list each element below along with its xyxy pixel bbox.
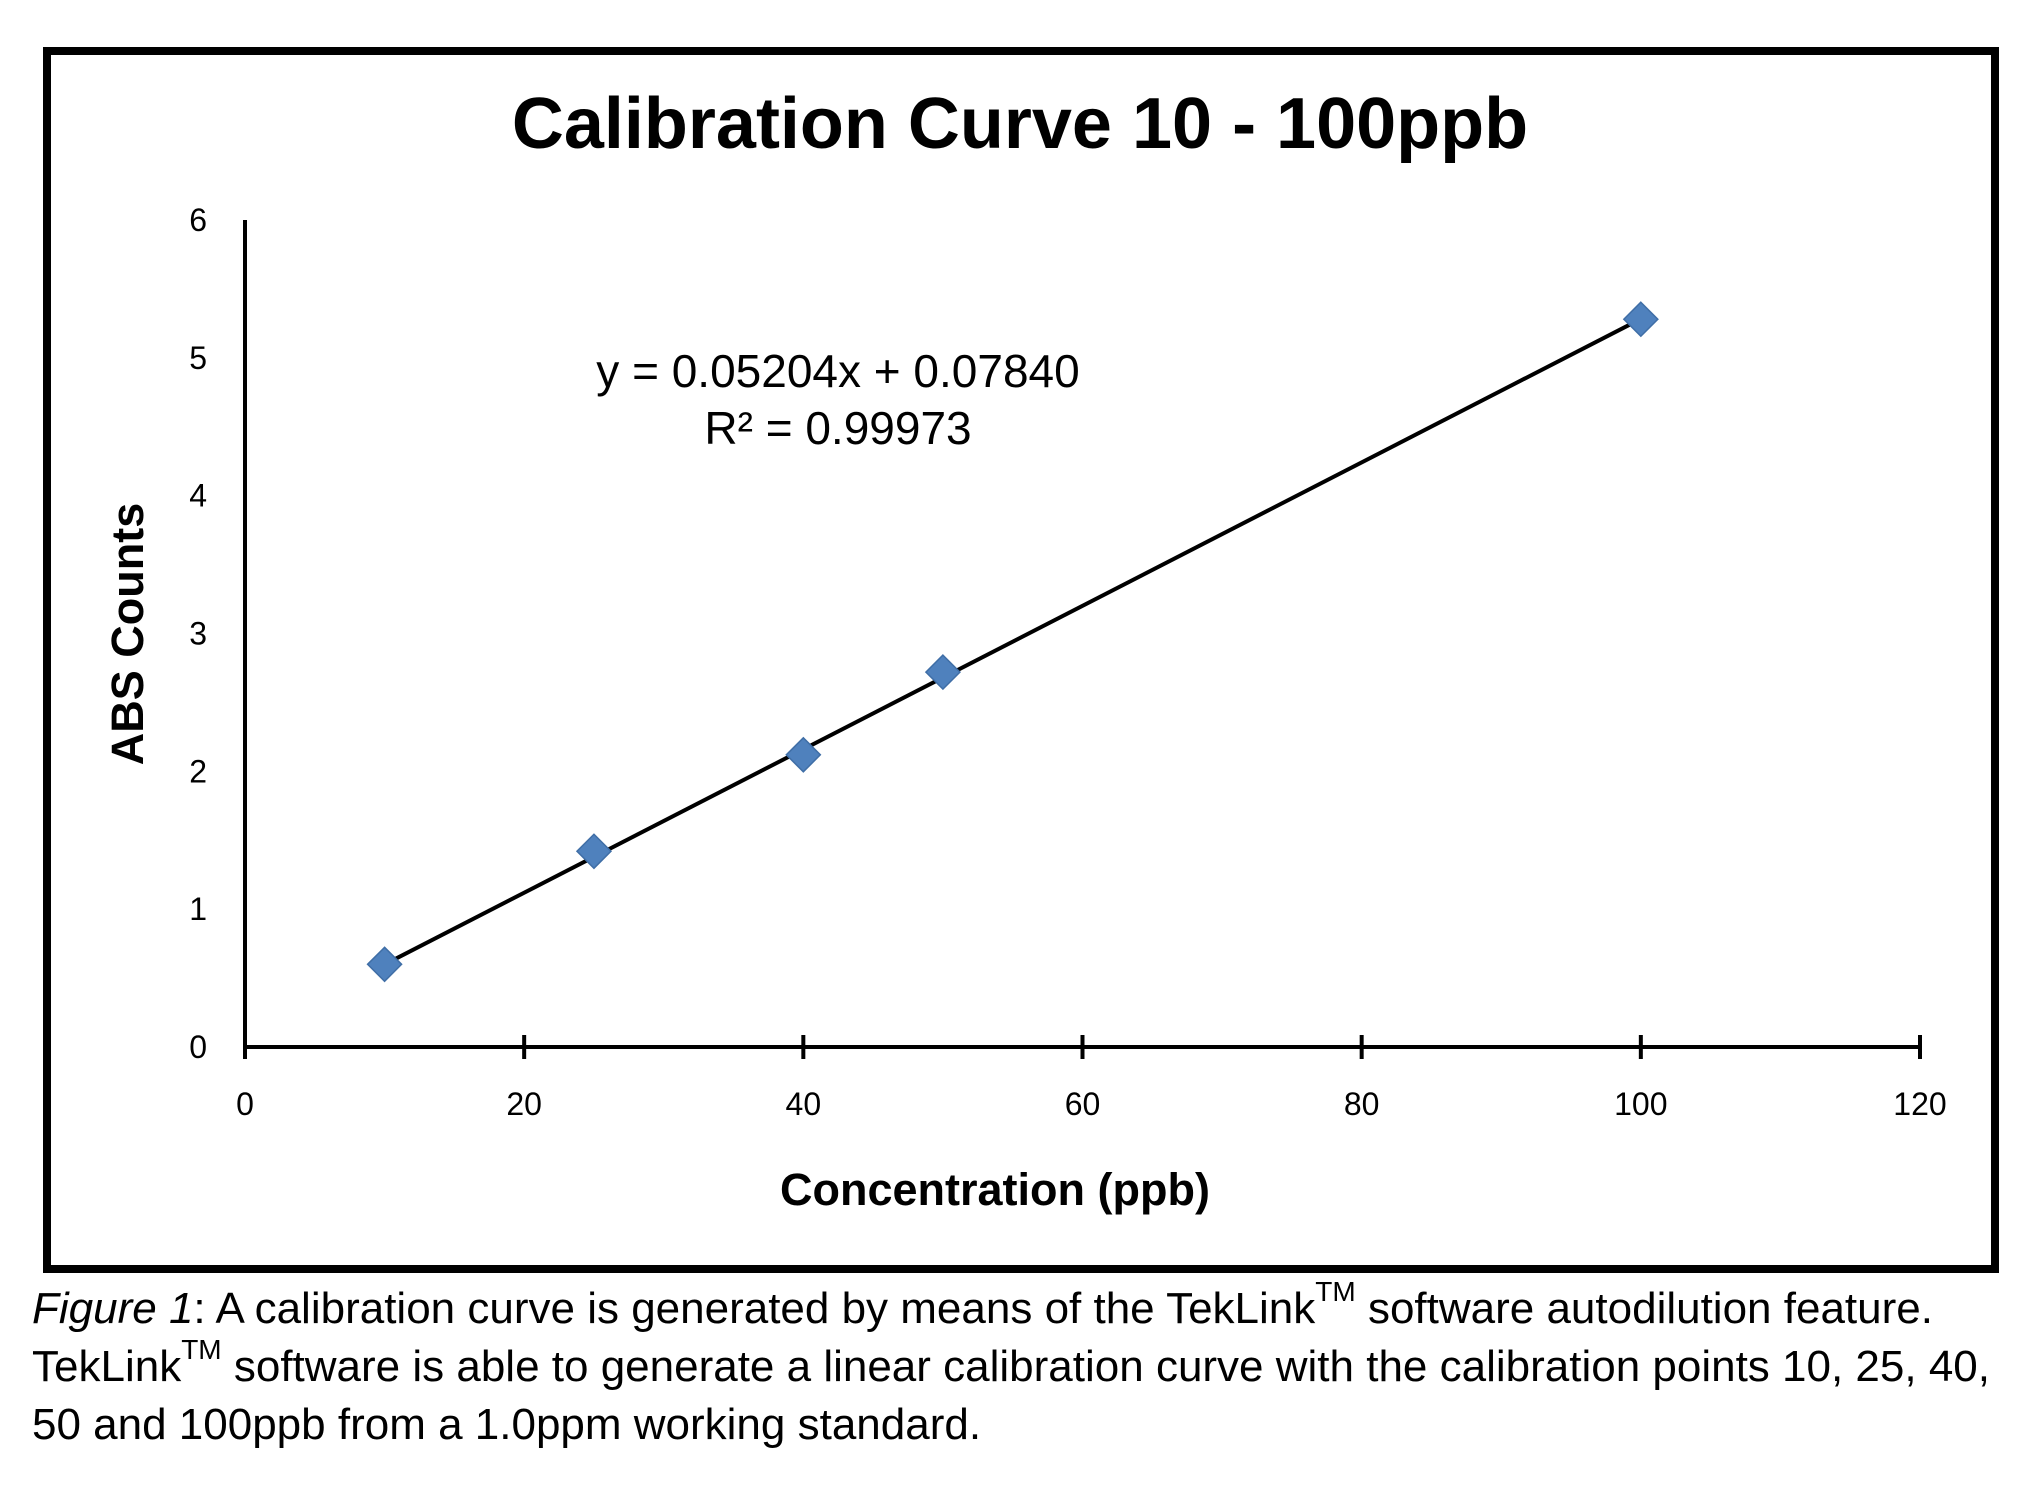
caption-text-1: : A calibration curve is generated by me… <box>193 1284 1316 1333</box>
y-tick-label: 0 <box>189 1029 207 1065</box>
calibration-chart: Calibration Curve 10 - 100ppb 0 20 40 60 80 1… <box>102 84 1947 1215</box>
trendline-equation: y = 0.05204x + 0.07840 <box>596 345 1079 397</box>
trademark-symbol: TM <box>1315 1276 1356 1307</box>
figure-caption: Figure 1: A calibration curve is generat… <box>32 1278 1992 1454</box>
data-point <box>785 736 822 773</box>
x-tick-label: 80 <box>1344 1086 1380 1122</box>
y-tick-label: 3 <box>189 616 207 652</box>
data-point <box>575 833 613 870</box>
x-tick-label: 0 <box>236 1086 254 1122</box>
x-tick-label: 40 <box>786 1086 822 1122</box>
data-point <box>924 654 961 691</box>
linear-trendline <box>383 317 1642 967</box>
data-points <box>366 301 1659 983</box>
data-point <box>1622 301 1659 338</box>
trademark-symbol: TM <box>181 1334 222 1365</box>
y-axis-title: ABS Counts <box>102 503 153 766</box>
y-tick-label: 1 <box>189 891 207 927</box>
x-tick-label: 120 <box>1893 1086 1946 1122</box>
x-tick-label: 20 <box>506 1086 542 1122</box>
y-tick-label: 6 <box>189 202 207 238</box>
y-tick-label: 5 <box>189 340 207 376</box>
y-tick-label: 2 <box>189 753 207 789</box>
x-axis-ticks: 0 20 40 60 80 100 120 <box>236 1035 1947 1122</box>
r-squared-value: R² = 0.99973 <box>704 402 971 454</box>
figure-label: Figure 1 <box>32 1284 194 1333</box>
x-tick-label: 100 <box>1614 1086 1667 1122</box>
caption-text-2: software autodilution feature. TekLink <box>32 1284 1933 1391</box>
chart-title: Calibration Curve 10 - 100ppb <box>512 84 1528 164</box>
y-axis-ticks: 0 1 2 3 4 5 6 <box>189 202 207 1065</box>
caption-text-3: software is able to generate a linear ca… <box>32 1342 1990 1449</box>
chart-frame <box>43 47 1999 1273</box>
x-tick-label: 60 <box>1065 1086 1101 1122</box>
x-axis-title: Concentration (ppb) <box>780 1164 1210 1215</box>
data-point <box>366 946 403 983</box>
y-tick-label: 4 <box>189 478 207 514</box>
